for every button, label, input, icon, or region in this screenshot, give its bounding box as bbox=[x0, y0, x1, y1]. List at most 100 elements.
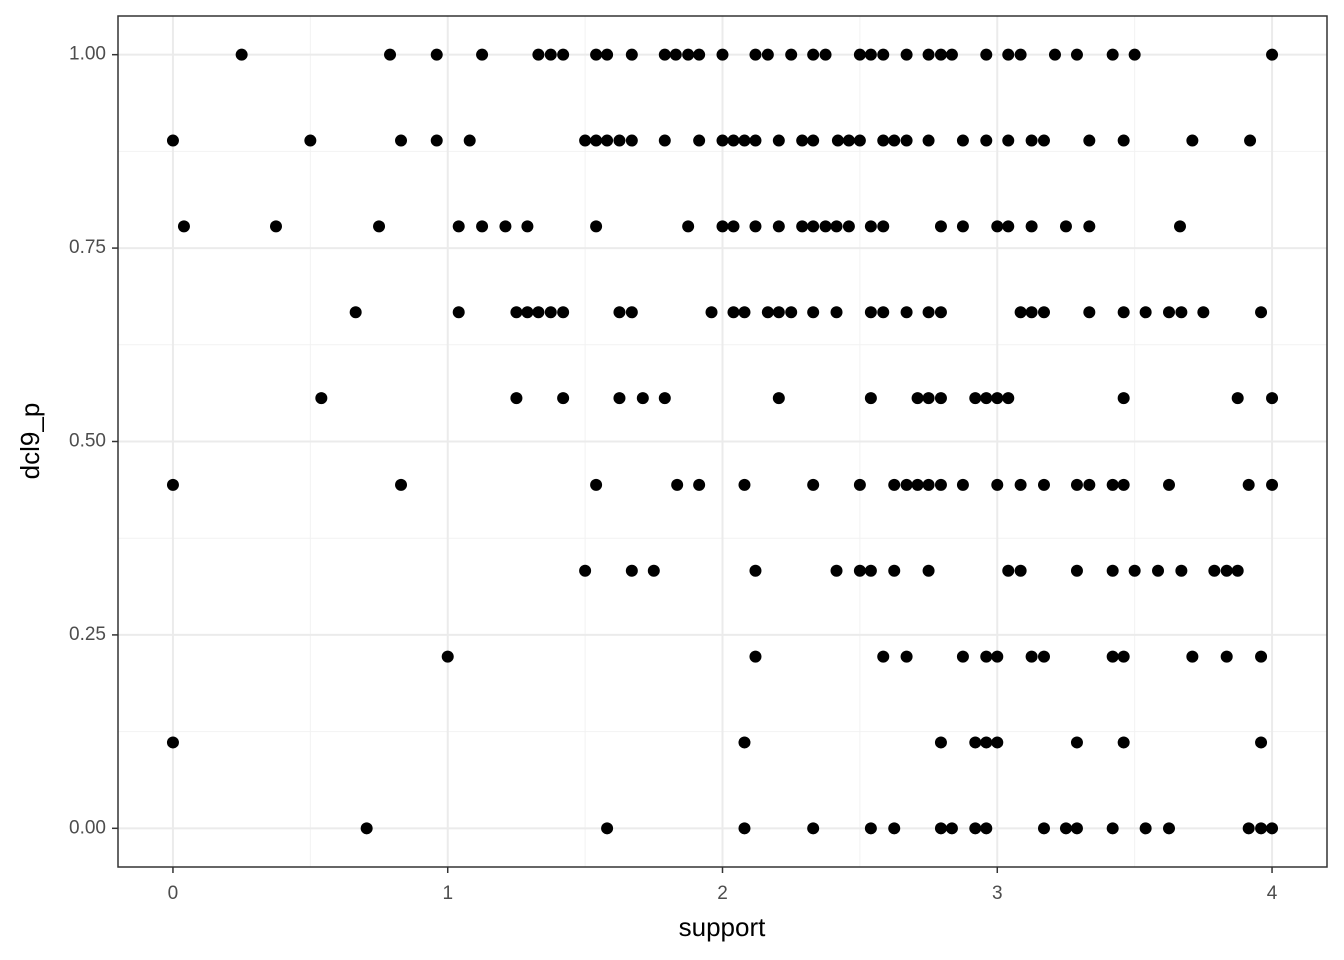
point bbox=[807, 220, 820, 233]
point bbox=[1117, 306, 1130, 319]
point bbox=[934, 822, 947, 835]
point bbox=[969, 822, 982, 835]
point bbox=[682, 48, 695, 61]
point bbox=[166, 478, 179, 491]
point bbox=[922, 478, 935, 491]
point bbox=[1002, 564, 1015, 577]
point bbox=[395, 134, 408, 147]
point bbox=[1139, 822, 1152, 835]
point bbox=[613, 392, 626, 405]
point bbox=[991, 478, 1004, 491]
point bbox=[476, 48, 489, 61]
point bbox=[647, 564, 660, 577]
point bbox=[761, 48, 774, 61]
point bbox=[749, 650, 762, 663]
point bbox=[877, 650, 890, 663]
point bbox=[499, 220, 512, 233]
point bbox=[693, 48, 706, 61]
point bbox=[1255, 822, 1268, 835]
y-axis-title: dcl9_p bbox=[15, 403, 45, 480]
point bbox=[1255, 650, 1268, 663]
point bbox=[830, 220, 843, 233]
point bbox=[1002, 220, 1015, 233]
point bbox=[922, 48, 935, 61]
point bbox=[557, 392, 570, 405]
point bbox=[980, 736, 993, 749]
point bbox=[807, 134, 820, 147]
point bbox=[796, 134, 809, 147]
point bbox=[945, 48, 958, 61]
point bbox=[1117, 650, 1130, 663]
point bbox=[1025, 306, 1038, 319]
point bbox=[1244, 134, 1257, 147]
point bbox=[544, 48, 557, 61]
point bbox=[772, 392, 785, 405]
point bbox=[384, 48, 397, 61]
point bbox=[807, 478, 820, 491]
point bbox=[452, 220, 465, 233]
point bbox=[900, 306, 913, 319]
panel-border bbox=[117, 15, 1328, 868]
point bbox=[1266, 392, 1279, 405]
point bbox=[601, 134, 614, 147]
point bbox=[727, 220, 740, 233]
point bbox=[807, 48, 820, 61]
point bbox=[969, 392, 982, 405]
point bbox=[304, 134, 317, 147]
point bbox=[590, 134, 603, 147]
point bbox=[1037, 650, 1050, 663]
point bbox=[727, 306, 740, 319]
point bbox=[1014, 48, 1027, 61]
point bbox=[658, 392, 671, 405]
point bbox=[1106, 822, 1119, 835]
point bbox=[1139, 306, 1152, 319]
point bbox=[980, 134, 993, 147]
point bbox=[900, 134, 913, 147]
point bbox=[579, 134, 592, 147]
point bbox=[1083, 134, 1096, 147]
point bbox=[980, 822, 993, 835]
point bbox=[969, 736, 982, 749]
point bbox=[738, 736, 751, 749]
point bbox=[166, 736, 179, 749]
point bbox=[888, 134, 901, 147]
point bbox=[934, 392, 947, 405]
point bbox=[1106, 48, 1119, 61]
x-tick-label: 2 bbox=[717, 883, 728, 904]
point bbox=[1059, 822, 1072, 835]
point bbox=[1014, 306, 1027, 319]
point bbox=[922, 392, 935, 405]
point bbox=[980, 392, 993, 405]
point bbox=[601, 822, 614, 835]
point bbox=[177, 220, 190, 233]
point bbox=[738, 134, 751, 147]
point bbox=[235, 48, 248, 61]
point bbox=[864, 392, 877, 405]
point bbox=[452, 306, 465, 319]
point bbox=[625, 564, 638, 577]
point bbox=[430, 48, 443, 61]
point bbox=[864, 220, 877, 233]
point bbox=[349, 306, 362, 319]
point bbox=[463, 134, 476, 147]
point bbox=[853, 48, 866, 61]
point bbox=[1059, 220, 1072, 233]
point bbox=[1002, 48, 1015, 61]
point bbox=[831, 134, 844, 147]
point bbox=[922, 564, 935, 577]
point bbox=[532, 48, 545, 61]
x-tick-label: 3 bbox=[992, 883, 1003, 904]
point bbox=[853, 478, 866, 491]
point bbox=[956, 478, 969, 491]
point bbox=[636, 392, 649, 405]
point bbox=[1231, 392, 1244, 405]
point bbox=[864, 48, 877, 61]
x-tick-label: 0 bbox=[168, 883, 179, 904]
point bbox=[807, 306, 820, 319]
point bbox=[476, 220, 489, 233]
point bbox=[1175, 564, 1188, 577]
point bbox=[521, 220, 534, 233]
point bbox=[1048, 48, 1061, 61]
point bbox=[1208, 564, 1221, 577]
